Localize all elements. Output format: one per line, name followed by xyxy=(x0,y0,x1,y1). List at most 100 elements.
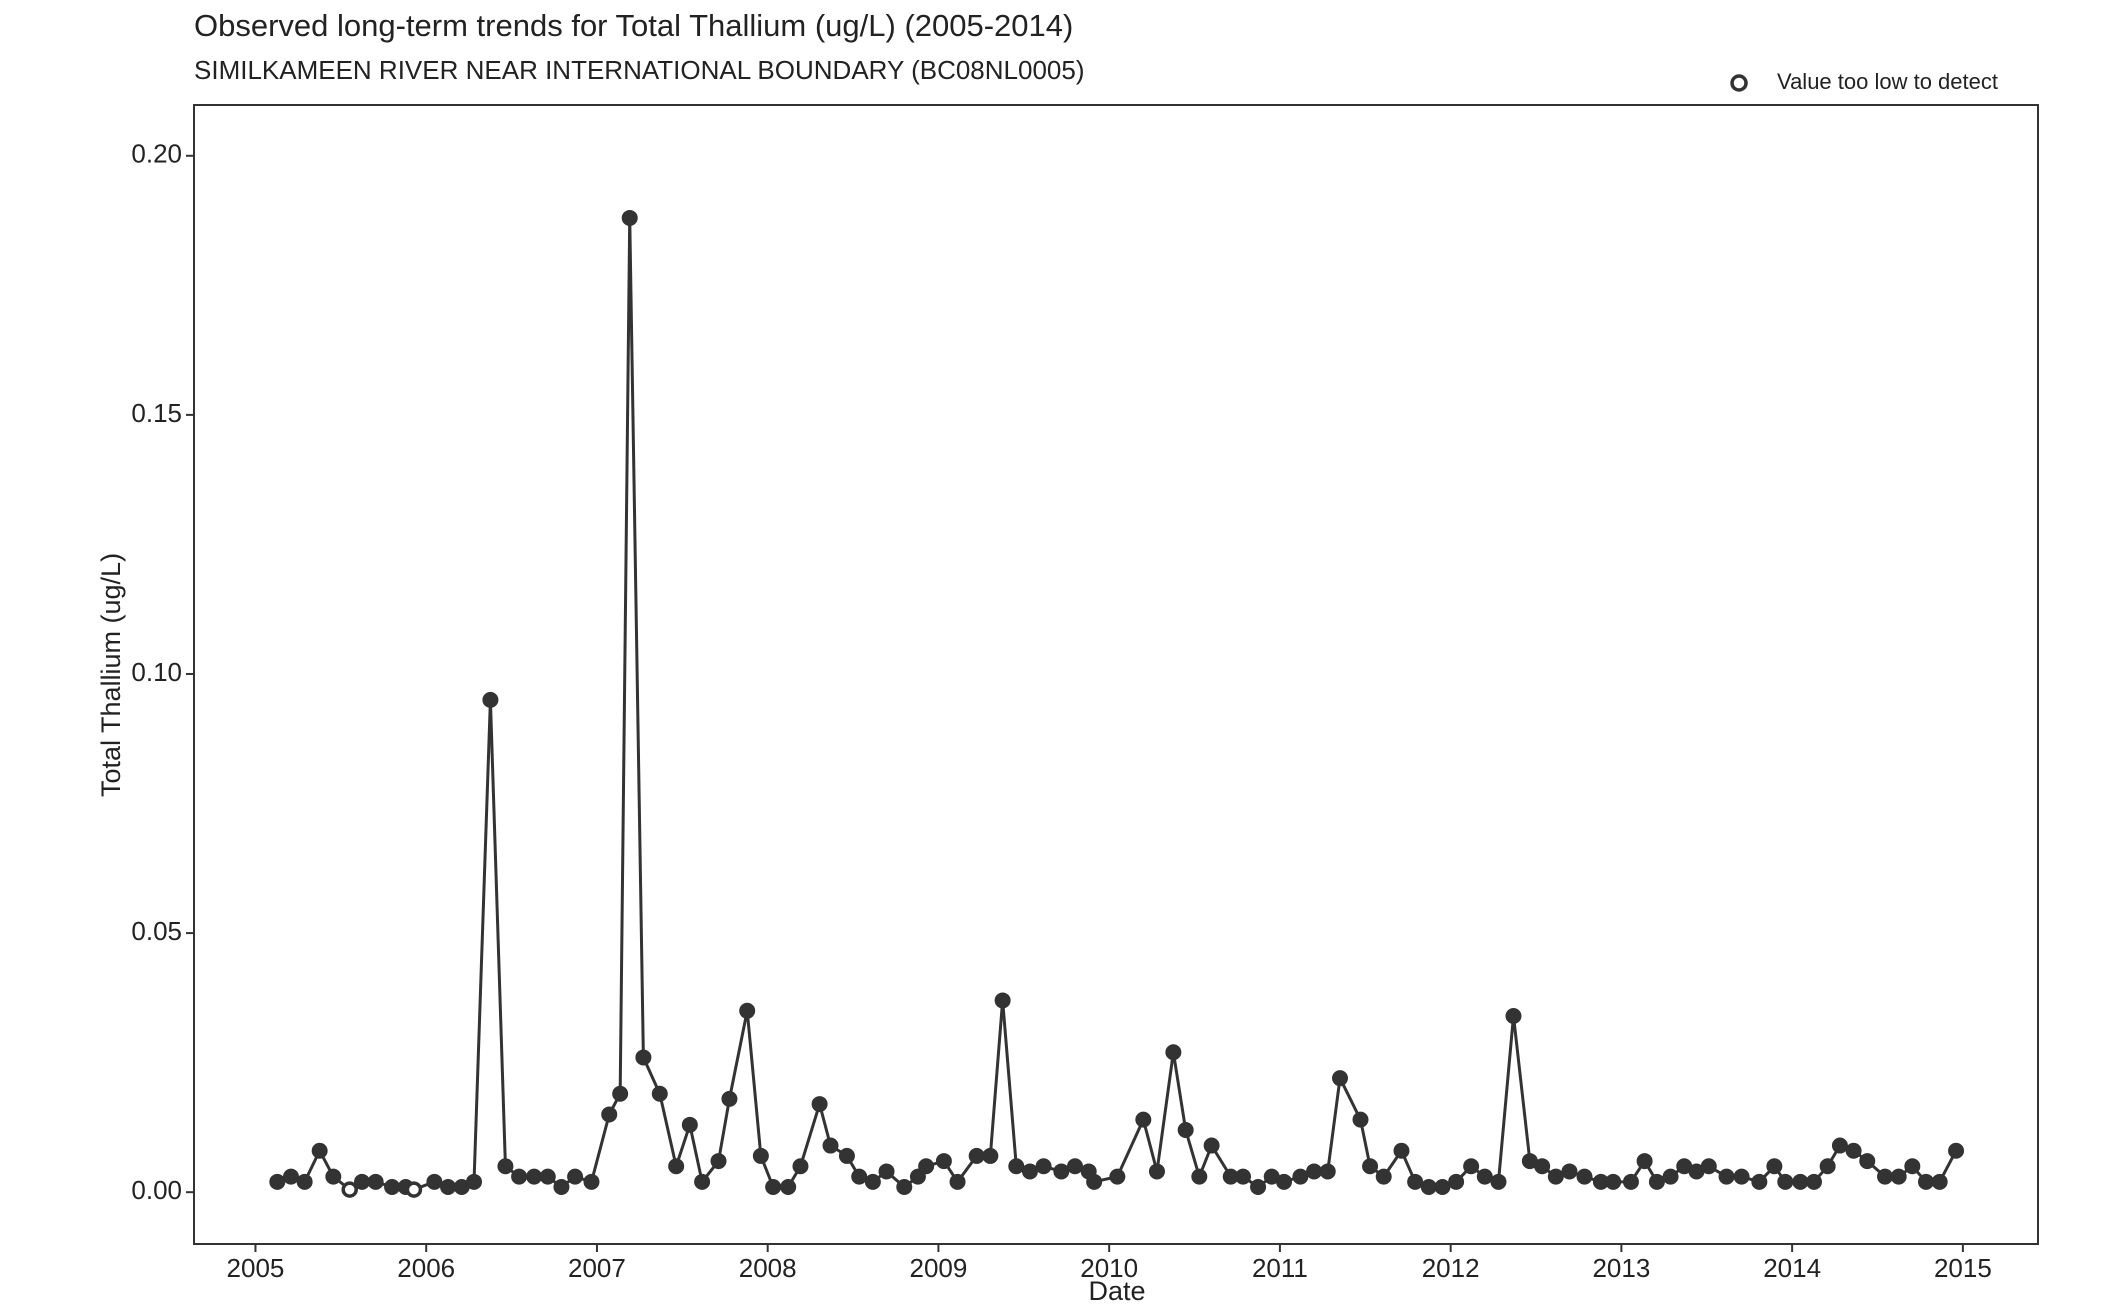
trend-segment xyxy=(799,1103,822,1167)
point xyxy=(1375,1168,1392,1185)
point xyxy=(269,1173,286,1190)
point xyxy=(497,1158,514,1175)
x-axis-title: Date xyxy=(1088,1276,1145,1306)
point xyxy=(739,1002,756,1019)
open-point xyxy=(405,1181,423,1198)
point xyxy=(1177,1121,1194,1138)
x-tick-label: 2012 xyxy=(1422,1253,1480,1283)
chart-subtitle: SIMILKAMEEN RIVER NEAR INTERNATIONAL BOU… xyxy=(194,55,1085,85)
point xyxy=(1086,1173,1103,1190)
point xyxy=(1576,1168,1593,1185)
point xyxy=(621,209,638,226)
point xyxy=(1235,1168,1252,1185)
x-tick-label: 2007 xyxy=(568,1253,626,1283)
x-tick-label: 2005 xyxy=(227,1253,285,1283)
point xyxy=(1904,1158,1921,1175)
point xyxy=(1700,1158,1717,1175)
point xyxy=(526,1168,543,1185)
point xyxy=(1662,1168,1679,1185)
point xyxy=(1917,1173,1934,1190)
point xyxy=(1490,1173,1507,1190)
point xyxy=(1448,1173,1465,1190)
point xyxy=(982,1147,999,1164)
point xyxy=(752,1147,769,1164)
point xyxy=(635,1049,652,1066)
point xyxy=(1319,1163,1336,1180)
point xyxy=(1877,1168,1894,1185)
point xyxy=(1648,1173,1665,1190)
point xyxy=(539,1168,556,1185)
trend-segment xyxy=(688,1124,704,1183)
point xyxy=(601,1106,618,1123)
point xyxy=(765,1178,782,1195)
point xyxy=(851,1168,868,1185)
point xyxy=(612,1085,629,1102)
point xyxy=(1332,1070,1349,1087)
point xyxy=(792,1158,809,1175)
point xyxy=(1845,1142,1862,1159)
point xyxy=(1534,1158,1551,1175)
point xyxy=(1135,1111,1152,1128)
point xyxy=(1733,1168,1750,1185)
point xyxy=(968,1147,985,1164)
point xyxy=(1292,1168,1309,1185)
point xyxy=(567,1168,584,1185)
point xyxy=(681,1116,698,1133)
point xyxy=(1547,1168,1564,1185)
point xyxy=(1463,1158,1480,1175)
point xyxy=(384,1178,401,1195)
y-tick-label: 0.05 xyxy=(131,916,182,946)
point xyxy=(1766,1158,1783,1175)
point xyxy=(949,1173,966,1190)
point xyxy=(325,1168,342,1185)
point xyxy=(426,1173,443,1190)
x-tick-label: 2015 xyxy=(1934,1253,1992,1283)
point xyxy=(1203,1137,1220,1154)
point xyxy=(311,1142,328,1159)
point xyxy=(1948,1142,1965,1159)
trend-segment xyxy=(717,1098,731,1162)
trend-segment xyxy=(1001,1000,1018,1167)
point xyxy=(1352,1111,1369,1128)
y-tick-label: 0.15 xyxy=(131,398,182,428)
x-tick-label: 2010 xyxy=(1080,1253,1138,1283)
point xyxy=(583,1173,600,1190)
point xyxy=(1561,1163,1578,1180)
trend-segment xyxy=(472,699,492,1182)
y-axis-title: Total Thallium (ug/L) xyxy=(96,553,126,797)
y-tick-label: 0.20 xyxy=(131,139,182,169)
trend-segment xyxy=(1496,1015,1515,1182)
trend-segment xyxy=(628,217,645,1058)
point xyxy=(918,1158,935,1175)
y-tick-label: 0.10 xyxy=(131,657,182,687)
x-tick-label: 2009 xyxy=(910,1253,968,1283)
point xyxy=(1751,1173,1768,1190)
legend-marker xyxy=(1730,74,1748,92)
point xyxy=(1276,1173,1293,1190)
y-tick-label: 0.00 xyxy=(131,1175,182,1205)
x-tick-label: 2006 xyxy=(397,1253,455,1283)
point xyxy=(1718,1168,1735,1185)
trend-segment xyxy=(1184,1129,1201,1178)
point xyxy=(1792,1173,1809,1190)
point xyxy=(1505,1007,1522,1024)
x-tick-label: 2008 xyxy=(739,1253,797,1283)
point xyxy=(296,1173,313,1190)
point xyxy=(553,1178,570,1195)
point xyxy=(466,1173,483,1190)
trend-segment xyxy=(1171,1052,1188,1131)
point xyxy=(896,1178,913,1195)
trend-segment xyxy=(988,1000,1005,1157)
point xyxy=(1306,1163,1323,1180)
point xyxy=(1053,1163,1070,1180)
legend-label: Value too low to detect xyxy=(1777,69,1998,94)
point xyxy=(838,1147,855,1164)
point xyxy=(1859,1153,1876,1170)
point xyxy=(822,1137,839,1154)
point xyxy=(1008,1158,1025,1175)
trend-segment xyxy=(727,1010,749,1100)
trend-segment xyxy=(1141,1119,1159,1172)
point xyxy=(1777,1173,1794,1190)
point xyxy=(282,1168,299,1185)
